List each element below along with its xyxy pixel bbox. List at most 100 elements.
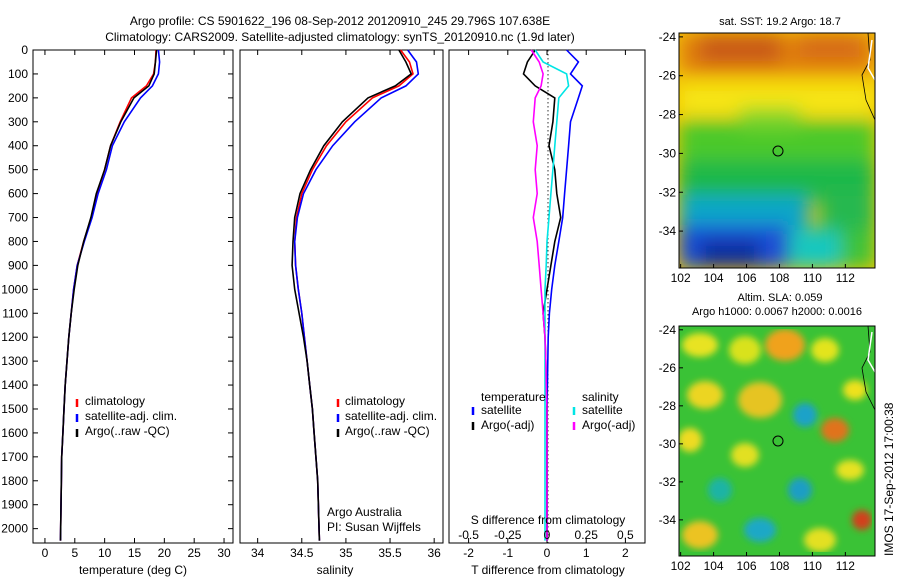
- salinity-x-ticks: 34 34.5 35 35.5 36: [251, 50, 441, 560]
- map-y-tick-label: -30: [659, 437, 677, 451]
- depth-tick-label: 200: [8, 91, 28, 105]
- depth-tick-label: 400: [8, 139, 28, 153]
- difference-line-3: [530, 49, 548, 541]
- map-x-tick-label: 108: [769, 559, 789, 573]
- figure-title-line2: Climatology: CARS2009. Satellite-adjuste…: [105, 30, 575, 44]
- s-difference-label: S difference from climatology: [471, 513, 626, 527]
- legend-label-satellite: satellite-adj. clim.: [85, 409, 177, 423]
- salinity-axes-box: [239, 49, 444, 544]
- difference-series: [522, 49, 584, 541]
- map-y-tick-label: -32: [659, 475, 677, 489]
- map-y-tick-label: -24: [659, 323, 677, 337]
- depth-tick-label: 300: [8, 115, 28, 129]
- difference-x-ticks: -2 -1 0 1 2: [463, 50, 629, 560]
- depth-tick-label: 2000: [1, 522, 28, 536]
- x-tick-label: 5: [71, 546, 78, 560]
- depth-tick-label: 1000: [1, 282, 28, 296]
- map-y-tick-label: -34: [659, 513, 677, 527]
- x-tick-label: 20: [158, 546, 172, 560]
- depth-tick-label: 1500: [1, 402, 28, 416]
- depth-tick-label: 1100: [2, 306, 28, 320]
- sla-map-image: [679, 326, 875, 556]
- x-tick-label: 10: [98, 546, 112, 560]
- legend-label-s-satellite: satellite: [582, 403, 623, 417]
- map-y-tick-label: -28: [659, 399, 677, 413]
- difference-line-2: [534, 49, 570, 541]
- note-pi: PI: Susan Wijffels: [327, 520, 421, 534]
- legend-label-satellite: satellite-adj. clim.: [345, 409, 437, 423]
- map-x-tick-label: 108: [769, 271, 789, 285]
- difference-panel: -2 -1 0 1 2 S difference from climatology -0…: [448, 49, 646, 577]
- t-difference-xlabel: T difference from climatology: [471, 563, 625, 577]
- x-tick-label: 35: [339, 546, 353, 560]
- depth-tick-label: 1700: [1, 450, 28, 464]
- sst-map-image: [679, 33, 875, 268]
- legend-label-argo: Argo(..raw -QC): [345, 424, 430, 438]
- temperature-legend: climatology satellite-adj. clim. Argo(..…: [75, 394, 177, 438]
- salinity-legend: climatology satellite-adj. clim. Argo(..…: [336, 394, 437, 438]
- depth-tick-label: 1600: [1, 426, 28, 440]
- x-tick-label: 1: [583, 546, 590, 560]
- map-y-tick-label: -26: [659, 69, 677, 83]
- map-y-tick-label: -32: [659, 185, 677, 199]
- depth-tick-label: 900: [8, 258, 28, 272]
- temperature-axes-box: [32, 49, 234, 544]
- s-difference-tick-label: -0.5: [458, 528, 479, 542]
- sst-map-frame: [678, 32, 876, 269]
- depth-tick-label: 1200: [1, 330, 28, 344]
- imos-timestamp-label: IMOS 17-Sep-2012 17:00:38: [882, 402, 896, 556]
- s-difference-ticks: -0.5 -0.25 0 0.25 0.5: [458, 528, 634, 542]
- depth-tick-label: 1900: [1, 498, 28, 512]
- map-x-tick-label: 104: [704, 271, 724, 285]
- temperature-line-2: [59, 49, 158, 541]
- temperature-x-ticks: 0 5 10 15 20 25 30: [42, 50, 231, 560]
- legend-label-t-argo: Argo(-adj): [481, 418, 534, 432]
- depth-tick-label: 1300: [1, 354, 28, 368]
- sst-map-panel: sat. SST: 19.2 Argo: 18.7: [659, 16, 876, 285]
- difference-legend: temperature satellite Argo(-adj) salinit…: [471, 390, 635, 432]
- x-tick-label: 15: [128, 546, 142, 560]
- sla-map-panel: Altim. SLA: 0.059 Argo h1000: 0.0067 h20…: [659, 292, 876, 573]
- map-x-tick-label: 104: [704, 559, 724, 573]
- argo-position-marker: [772, 435, 784, 447]
- temperature-panel: 0100200300400500600700800900100011001200…: [1, 43, 645, 577]
- map-y-tick-label: -30: [659, 146, 677, 160]
- depth-tick-label: 1800: [1, 474, 28, 488]
- map-y-tick-label: -28: [659, 108, 677, 122]
- s-difference-tick-label: 0.5: [617, 528, 634, 542]
- note-argo-australia: Argo Australia: [327, 505, 402, 519]
- argo-position-marker: [772, 145, 784, 157]
- depth-tick-label: 600: [8, 187, 28, 201]
- legend-title-temperature: temperature: [481, 390, 546, 404]
- depth-tick-label: 800: [8, 234, 28, 248]
- map-x-tick-label: 102: [671, 559, 691, 573]
- depth-tick-label: 100: [8, 67, 28, 81]
- legend-label-t-satellite: satellite: [481, 403, 522, 417]
- x-tick-label: 0: [42, 546, 49, 560]
- s-difference-tick-label: 0.25: [575, 528, 599, 542]
- depth-tick-label: 500: [8, 163, 28, 177]
- salinity-line-2: [291, 49, 413, 541]
- sla-map-title2: Argo h1000: 0.0067 h2000: 0.0016: [692, 306, 862, 318]
- map-y-tick-label: -26: [659, 361, 677, 375]
- map-x-tick-label: 102: [671, 271, 691, 285]
- temperature-xlabel: temperature (deg C): [79, 563, 187, 577]
- map-y-tick-label: -24: [659, 30, 677, 44]
- map-x-tick-label: 106: [737, 559, 757, 573]
- legend-label-s-argo: Argo(-adj): [582, 418, 635, 432]
- map-y-tick-label: -34: [659, 224, 677, 238]
- map-x-tick-label: 112: [836, 559, 855, 573]
- x-tick-label: 25: [188, 546, 202, 560]
- legend-label-climatology: climatology: [85, 394, 145, 408]
- x-tick-label: 34.5: [290, 546, 314, 560]
- sla-map-title1: Altim. SLA: 0.059: [738, 292, 823, 304]
- sla-map-frame: [678, 325, 876, 557]
- x-tick-label: 2: [622, 546, 629, 560]
- map-x-tick-label: 106: [737, 271, 757, 285]
- x-tick-label: 0: [544, 546, 551, 560]
- map-x-tick-label: 110: [803, 559, 822, 573]
- salinity-series: [291, 49, 420, 541]
- sla-map-ticks: 102 104 106 108 110 112 -24 -26 -28 -30 -32 -34: [659, 323, 856, 573]
- s-difference-tick-label: -0.25: [494, 528, 522, 542]
